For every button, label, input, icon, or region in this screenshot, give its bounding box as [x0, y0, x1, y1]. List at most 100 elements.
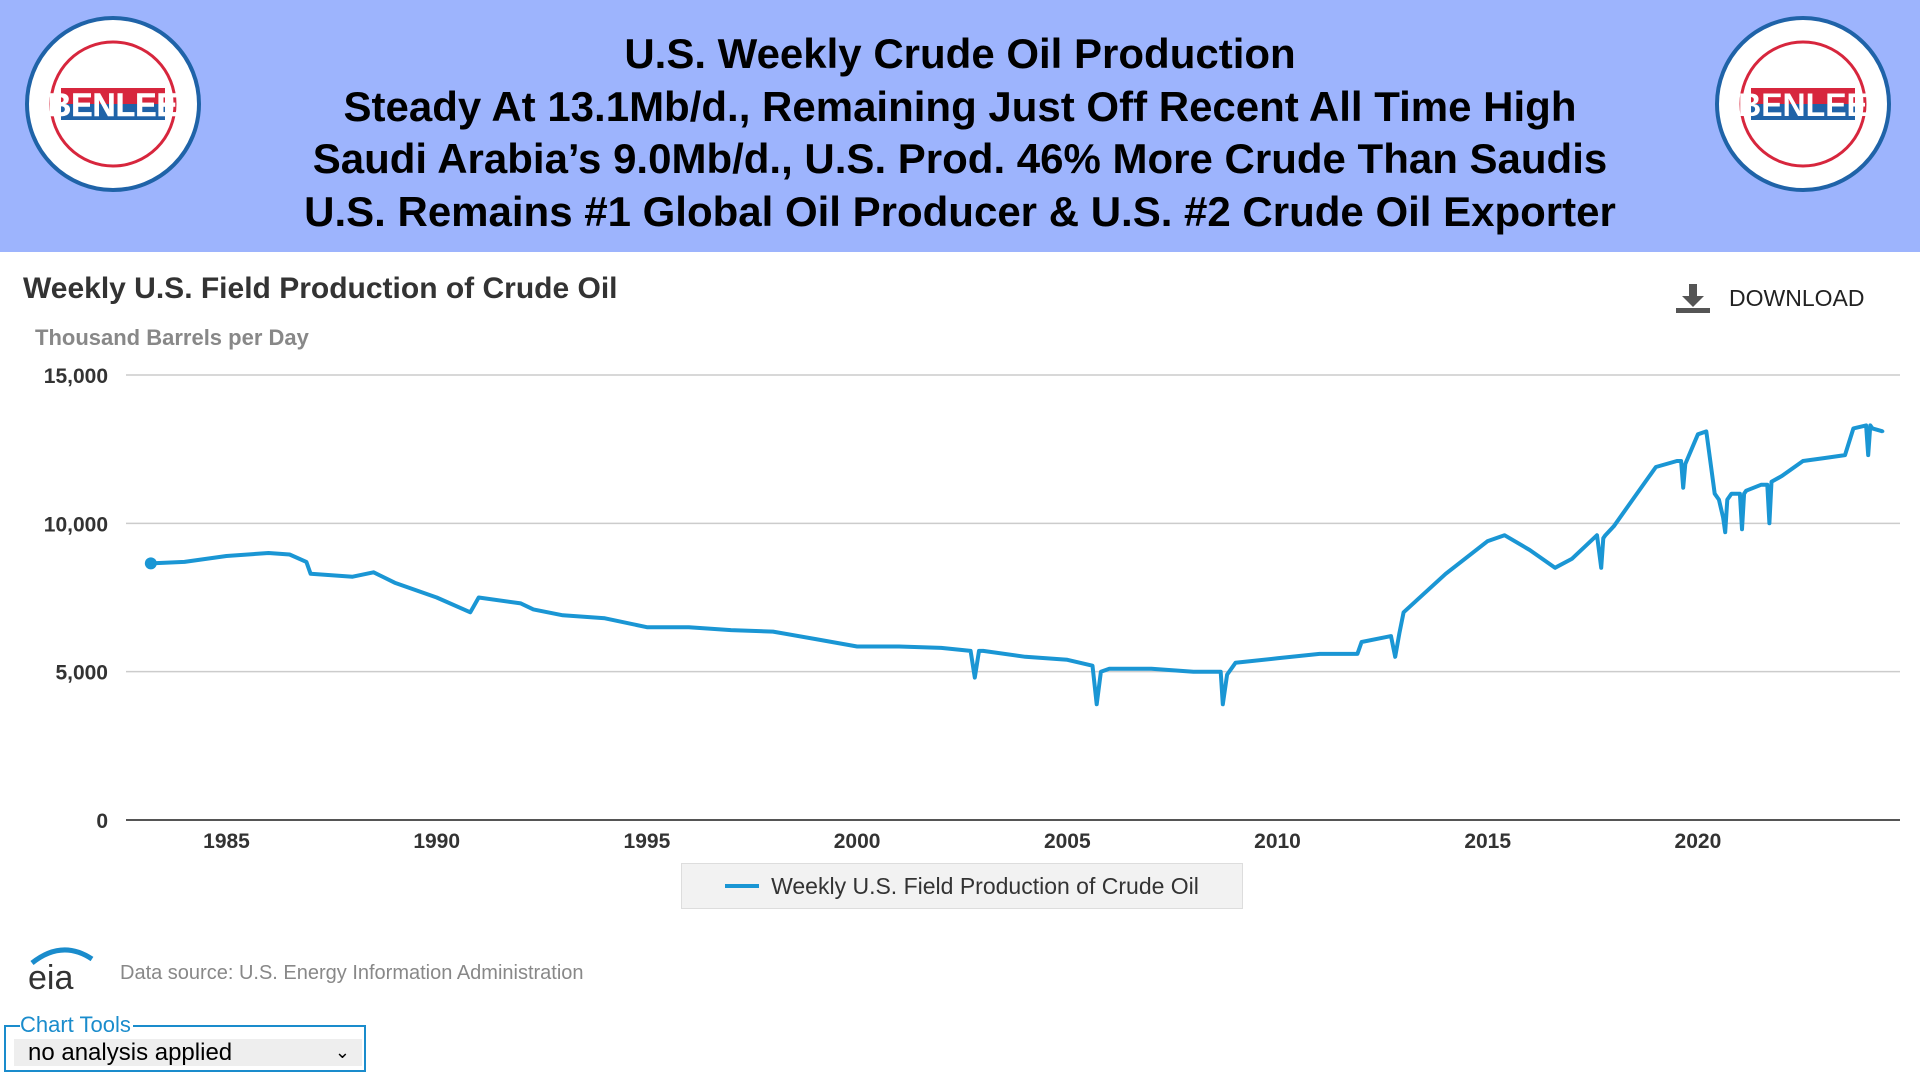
data-point	[1360, 640, 1364, 644]
data-point	[1765, 483, 1769, 487]
y-tick-label: 15,000	[44, 365, 108, 388]
data-point	[1095, 702, 1099, 706]
data-point	[1696, 432, 1700, 436]
data-point	[1355, 652, 1359, 656]
data-point	[1107, 667, 1111, 671]
benlee-logo-right: BENLEE	[1715, 16, 1891, 192]
data-point	[561, 613, 565, 617]
data-point	[603, 616, 607, 620]
x-tick-label: 1985	[203, 830, 250, 853]
data-point	[1633, 495, 1637, 499]
download-label: DOWNLOAD	[1729, 284, 1865, 311]
data-point	[1149, 667, 1153, 671]
data-point	[939, 646, 943, 650]
x-tick-label: 2015	[1464, 830, 1511, 853]
data-point	[351, 575, 355, 579]
data-point	[1759, 483, 1763, 487]
data-point	[1730, 492, 1734, 496]
chart-title: Weekly U.S. Field Production of Crude Oi…	[23, 272, 618, 305]
analysis-select-value: no analysis applied	[28, 1038, 233, 1066]
y-tick-label: 5,000	[55, 662, 108, 685]
download-button[interactable]: DOWNLOAD	[1675, 282, 1864, 314]
data-point	[1654, 465, 1658, 469]
data-point	[1744, 489, 1748, 493]
data-point	[1099, 670, 1103, 674]
data-point	[1599, 566, 1603, 570]
data-point	[1717, 498, 1721, 502]
data-point	[309, 572, 313, 576]
data-point	[969, 649, 973, 653]
data-point	[1740, 527, 1744, 531]
data-point	[477, 596, 481, 599]
series-line	[150, 423, 1884, 707]
svg-text:BENLEE: BENLEE	[48, 87, 178, 123]
data-point	[1612, 524, 1616, 528]
svg-text:BENLEE: BENLEE	[1738, 87, 1868, 123]
data-point	[1528, 548, 1532, 552]
data-point	[1675, 459, 1679, 463]
y-axis-label: Thousand Barrels per Day	[35, 325, 309, 350]
data-point	[973, 676, 977, 680]
data-point	[1868, 423, 1872, 427]
headline-line-1: U.S. Weekly Crude Oil Production	[624, 30, 1296, 77]
data-point	[1595, 533, 1599, 537]
chevron-down-icon: ⌄	[334, 1042, 350, 1062]
data-point	[1219, 670, 1223, 674]
data-point	[1780, 474, 1784, 478]
data-source-text: Data source: U.S. Energy Information Adm…	[120, 962, 584, 984]
data-point	[144, 557, 157, 570]
data-point	[981, 649, 985, 653]
y-tick-label: 0	[96, 810, 108, 833]
data-point	[1767, 521, 1771, 525]
data-point	[1822, 456, 1826, 460]
data-point	[1393, 655, 1397, 659]
data-point	[1721, 515, 1725, 519]
data-point	[288, 552, 292, 556]
x-tick-label: 1995	[624, 830, 671, 853]
analysis-select[interactable]: no analysis applied ⌄	[14, 1039, 362, 1066]
data-point	[1389, 634, 1393, 638]
data-point	[1221, 702, 1225, 706]
data-point	[1191, 670, 1195, 674]
data-point	[855, 644, 859, 648]
y-tick-label: 10,000	[44, 513, 108, 536]
data-point	[1679, 459, 1683, 463]
legend-swatch	[725, 884, 760, 888]
data-point	[897, 644, 901, 648]
svg-text:eia: eia	[28, 959, 73, 991]
data-point	[1402, 610, 1406, 614]
eia-logo: eia	[28, 947, 94, 991]
data-point	[1742, 492, 1746, 496]
data-point	[1881, 429, 1885, 433]
data-point	[1318, 652, 1322, 656]
data-point	[1843, 453, 1847, 457]
legend-label: Weekly U.S. Field Production of Crude Oi…	[771, 872, 1199, 899]
data-point	[729, 628, 733, 632]
data-point	[304, 560, 308, 564]
x-tick-label: 1990	[413, 830, 460, 853]
data-point	[225, 554, 228, 558]
data-point	[1866, 453, 1870, 457]
data-point	[1570, 557, 1574, 561]
data-point	[1486, 539, 1490, 543]
chart-tools: Chart Tools no analysis applied ⌄	[4, 1014, 366, 1072]
data-point	[1683, 462, 1687, 466]
data-point	[1233, 661, 1237, 665]
data-point	[1444, 572, 1448, 576]
x-tick-label: 2000	[834, 830, 881, 853]
data-point	[1397, 631, 1401, 635]
data-point	[435, 596, 439, 599]
x-tick-label: 2010	[1254, 830, 1301, 853]
legend[interactable]: Weekly U.S. Field Production of Crude Oi…	[681, 863, 1243, 909]
data-point	[1065, 658, 1069, 662]
data-point	[393, 581, 397, 585]
x-tick-label: 2005	[1044, 830, 1091, 853]
data-point	[645, 625, 649, 629]
benlee-logo-left: BENLEE	[25, 16, 201, 192]
data-point	[813, 637, 817, 641]
chart-tools-label: Chart Tools	[20, 1012, 133, 1037]
headline-line-4: U.S. Remains #1 Global Oil Producer & U.…	[304, 188, 1616, 235]
data-point	[468, 610, 472, 614]
headline-line-2: Steady At 13.1Mb/d., Remaining Just Off …	[343, 83, 1577, 130]
data-point	[1681, 486, 1685, 490]
